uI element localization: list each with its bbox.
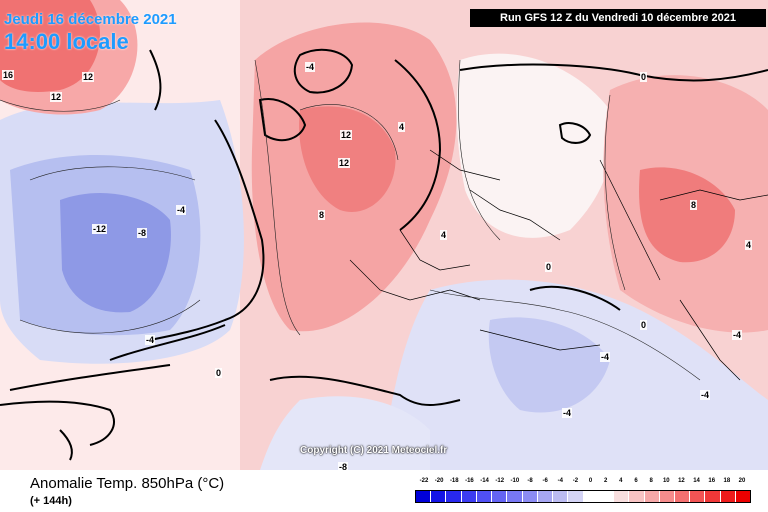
label-atlantic-north-16: 16	[2, 70, 15, 80]
isotherms	[0, 59, 701, 381]
label-scandinavia-4: 4	[398, 122, 406, 132]
legend-swatch	[598, 491, 615, 502]
label-black-sea-0: 0	[640, 320, 648, 330]
legend-swatch	[461, 491, 477, 502]
label-atlantic-cold-8: -8	[137, 228, 148, 238]
legend-swatch	[659, 491, 675, 502]
legend-value: 8	[649, 478, 653, 484]
coastlines	[0, 48, 768, 461]
legend-value: 12	[678, 478, 685, 484]
forecast-date: Jeudi 16 décembre 2021	[4, 11, 177, 28]
legend-value: 20	[738, 478, 746, 484]
label-atlantic-cold-4b: -4	[145, 335, 156, 345]
map-area: 16 12 12 -12 -8 -4 -4 0 8 12 12 -4 4 0 4 8 -4 -4 -4 0 -8 4 0 -4…	[0, 0, 768, 470]
footer: Anomalie Temp. 850hPa (°C) (+ 144h) -22-…	[0, 470, 768, 512]
legend-value: -18	[449, 478, 459, 484]
label-iceland-4: -4	[305, 62, 316, 72]
legend-swatch	[476, 491, 493, 502]
legend-swatch	[568, 491, 584, 502]
legend-swatch	[629, 491, 645, 502]
legend-bar	[415, 490, 751, 503]
legend-value: 18	[723, 478, 731, 484]
chart-subtitle: (+ 144h)	[30, 495, 72, 507]
legend-swatch	[720, 491, 736, 502]
label-mediterranean-8: -8	[338, 462, 349, 470]
legend-value: -14	[480, 478, 489, 484]
legend-value: 16	[708, 478, 716, 484]
label-caspian-4: -4	[732, 330, 743, 340]
legend-swatch	[553, 491, 569, 502]
legend-swatch	[446, 491, 462, 502]
borders	[349, 149, 768, 381]
label-scandinavia-12: 12	[338, 158, 351, 168]
label-greece-4: -4	[562, 408, 573, 418]
legend-swatch	[735, 491, 751, 502]
chart-title: Anomalie Temp. 850hPa (°C)	[30, 475, 225, 492]
legend-swatch	[583, 491, 599, 502]
legend-value: 0	[588, 478, 593, 484]
legend-swatch	[705, 491, 721, 502]
legend-swatch	[690, 491, 706, 502]
legend-value: -8	[527, 478, 533, 484]
label-italy-0: 0	[545, 262, 553, 272]
label-germany-4: 4	[440, 230, 448, 240]
legend-value: -12	[495, 478, 505, 484]
legend-swatch	[614, 491, 630, 502]
legend-value: -10	[510, 478, 520, 484]
label-france-8: 8	[318, 210, 326, 220]
legend-labels: -22 -20 -18 -16 -14 -12 -10 -8 -6 -4 -2 0 2 4 6 8 10 12 14…	[415, 478, 751, 489]
label-balkans-4: -4	[600, 352, 611, 362]
forecast-time: 14:00 locale	[4, 29, 129, 54]
label-russia-east-8: 8	[690, 200, 698, 210]
legend-value: 4	[619, 478, 623, 484]
label-russia-0: 0	[640, 72, 648, 82]
color-legend: -22 -20 -18 -16 -14 -12 -10 -8 -6 -4 -2 0 2 4 6 8 10 12 14…	[415, 478, 751, 508]
label-turkey-4: -4	[700, 390, 711, 400]
run-info-banner: Run GFS 12 Z du Vendredi 10 décembre 202…	[470, 9, 766, 27]
legend-value: 10	[662, 478, 670, 484]
label-atlantic-cold-4: -4	[176, 205, 187, 215]
label-russia-east-4: 4	[745, 240, 753, 250]
legend-swatch	[507, 491, 523, 502]
legend-value: -20	[434, 478, 444, 484]
legend-value: -22	[419, 478, 429, 484]
legend-swatch	[431, 491, 447, 502]
legend-swatch	[492, 491, 508, 502]
legend-value: 6	[634, 478, 638, 484]
legend-value: -4	[557, 478, 563, 484]
label-north-sea-12: 12	[340, 130, 353, 140]
legend-swatch	[522, 491, 538, 502]
legend-value: 14	[693, 478, 700, 484]
anomaly-map	[0, 0, 768, 470]
legend-value: -6	[542, 478, 548, 484]
legend-value: -16	[465, 478, 474, 484]
copyright-notice: Copyright (C) 2021 Meteociel.fr	[300, 445, 448, 456]
legend-value: 2	[604, 478, 608, 484]
label-iberia-0: 0	[215, 368, 223, 378]
label-atlantic-north-12b: 12	[50, 92, 63, 102]
legend-swatch	[644, 491, 660, 502]
label-atlantic-north-12a: 12	[82, 72, 95, 82]
label-atlantic-cold-12: -12	[92, 224, 108, 234]
legend-swatch	[416, 491, 432, 502]
legend-swatch	[674, 491, 691, 502]
legend-swatch	[537, 491, 554, 502]
legend-value: -2	[572, 478, 579, 484]
